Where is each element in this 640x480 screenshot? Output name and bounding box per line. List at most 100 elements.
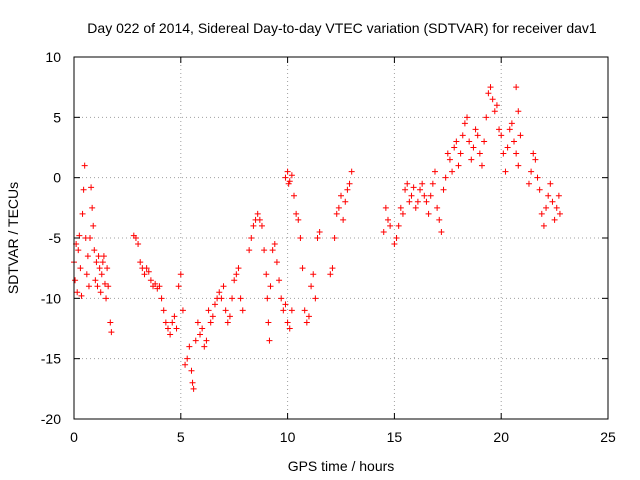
data-point bbox=[340, 216, 347, 223]
data-point bbox=[282, 174, 289, 181]
data-point bbox=[231, 277, 238, 284]
data-point bbox=[530, 150, 537, 157]
data-point bbox=[152, 280, 159, 287]
data-point bbox=[203, 337, 210, 344]
data-point bbox=[423, 198, 430, 205]
data-point bbox=[201, 343, 208, 350]
data-point bbox=[271, 241, 278, 248]
data-point bbox=[384, 216, 391, 223]
data-point bbox=[233, 271, 240, 278]
data-point bbox=[282, 301, 289, 308]
data-point bbox=[382, 204, 389, 211]
data-point bbox=[478, 162, 485, 169]
x-tick-label: 10 bbox=[280, 429, 296, 445]
data-point bbox=[310, 271, 317, 278]
data-point bbox=[137, 259, 144, 266]
data-point bbox=[284, 168, 291, 175]
data-point bbox=[513, 84, 520, 91]
data-point bbox=[553, 204, 560, 211]
data-point bbox=[211, 301, 218, 308]
data-point bbox=[303, 319, 310, 326]
data-point bbox=[190, 385, 197, 392]
y-tick-label: -5 bbox=[49, 230, 62, 246]
data-point bbox=[263, 271, 270, 278]
data-point bbox=[288, 172, 295, 179]
data-point bbox=[254, 210, 261, 217]
data-point bbox=[515, 162, 522, 169]
data-point bbox=[327, 271, 334, 278]
x-axis-label: GPS time / hours bbox=[288, 458, 395, 474]
data-point bbox=[81, 162, 88, 169]
data-point bbox=[91, 247, 98, 254]
data-point bbox=[528, 168, 535, 175]
data-point bbox=[105, 283, 112, 290]
data-point bbox=[87, 235, 94, 241]
data-point bbox=[399, 210, 406, 217]
data-point bbox=[74, 289, 81, 296]
data-point bbox=[293, 210, 300, 217]
data-point bbox=[162, 319, 169, 326]
data-point bbox=[103, 295, 110, 302]
y-axis-label: SDTVAR / TECUs bbox=[5, 182, 21, 294]
data-point bbox=[182, 361, 189, 368]
gridlines bbox=[74, 57, 608, 419]
data-point bbox=[160, 307, 167, 314]
data-point bbox=[556, 210, 563, 217]
data-point bbox=[487, 84, 494, 91]
data-point bbox=[412, 204, 419, 211]
data-point bbox=[504, 144, 511, 151]
data-point bbox=[299, 265, 306, 272]
data-point bbox=[158, 295, 165, 302]
data-point bbox=[547, 180, 554, 187]
data-point bbox=[470, 144, 477, 151]
axis-ticks: 0 5 10 15 20 25 -20 -15 -10 -5 0 5 10 bbox=[41, 49, 616, 445]
data-point bbox=[421, 192, 428, 199]
data-point bbox=[224, 319, 231, 326]
data-point bbox=[391, 241, 398, 248]
data-point bbox=[205, 307, 212, 314]
data-point bbox=[297, 235, 304, 241]
data-point bbox=[511, 138, 518, 145]
y-tick-label: -10 bbox=[41, 290, 61, 306]
data-point bbox=[104, 265, 111, 272]
data-point bbox=[404, 180, 411, 187]
data-point bbox=[431, 168, 438, 175]
data-point bbox=[135, 241, 142, 248]
data-point bbox=[80, 186, 87, 193]
data-point bbox=[449, 168, 456, 175]
data-point bbox=[171, 313, 178, 320]
data-point bbox=[291, 192, 298, 199]
data-point bbox=[132, 235, 139, 241]
data-point bbox=[276, 277, 283, 284]
data-point bbox=[451, 144, 458, 151]
data-point bbox=[305, 313, 312, 320]
data-point bbox=[498, 132, 505, 139]
data-point bbox=[239, 307, 246, 314]
data-point bbox=[100, 253, 107, 260]
data-point bbox=[93, 259, 100, 266]
data-point bbox=[188, 367, 195, 374]
data-point bbox=[72, 277, 79, 284]
data-point bbox=[89, 204, 96, 211]
data-point bbox=[96, 265, 103, 272]
data-point bbox=[549, 198, 556, 205]
y-tick-label: 0 bbox=[53, 170, 61, 186]
data-point bbox=[434, 204, 441, 211]
data-point bbox=[481, 138, 488, 145]
data-point bbox=[250, 222, 257, 229]
data-point bbox=[175, 283, 182, 290]
data-point bbox=[387, 222, 394, 229]
data-point bbox=[468, 156, 475, 163]
data-point bbox=[502, 168, 509, 175]
x-tick-label: 0 bbox=[70, 429, 78, 445]
data-point bbox=[220, 283, 227, 290]
data-point bbox=[472, 126, 479, 133]
data-point bbox=[333, 210, 340, 217]
data-point bbox=[145, 268, 152, 275]
data-point bbox=[84, 253, 91, 260]
data-point bbox=[485, 90, 492, 97]
data-point bbox=[457, 150, 464, 157]
data-point bbox=[312, 295, 319, 302]
data-point bbox=[555, 192, 562, 199]
